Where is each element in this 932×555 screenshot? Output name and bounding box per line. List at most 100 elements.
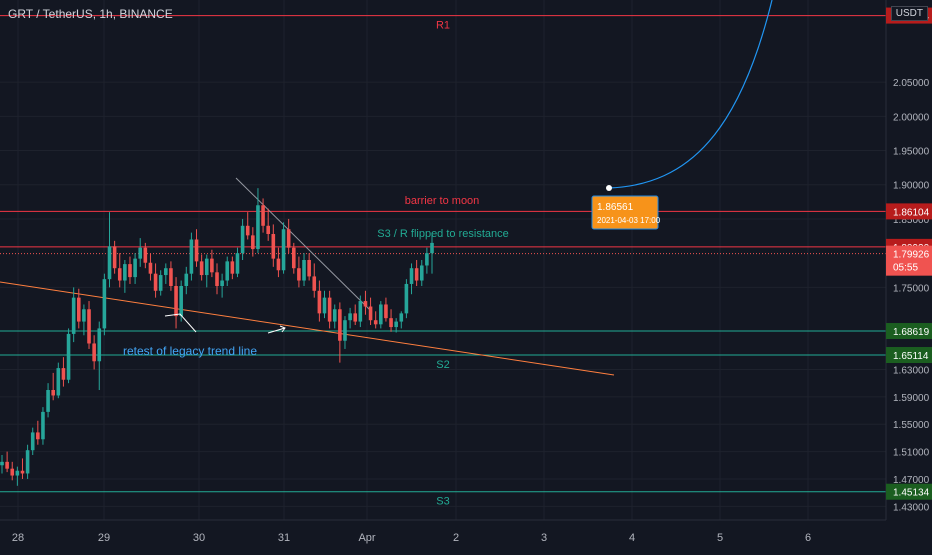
candle-body bbox=[430, 242, 434, 254]
candle-body bbox=[174, 286, 178, 317]
candle-body bbox=[61, 368, 66, 380]
candle-body bbox=[317, 290, 322, 314]
candle-body bbox=[286, 229, 291, 248]
candle-body bbox=[148, 262, 153, 274]
candle-body bbox=[348, 313, 352, 321]
candle-body bbox=[358, 301, 363, 322]
candle-body bbox=[25, 450, 30, 474]
x-tick-label: 29 bbox=[98, 532, 110, 544]
candle-body bbox=[117, 268, 122, 281]
y-tick-label: 1.43000 bbox=[893, 502, 930, 513]
candle-body bbox=[220, 280, 224, 286]
candle-body bbox=[419, 265, 424, 281]
candle-body bbox=[15, 470, 20, 476]
price-label-bg[interactable] bbox=[886, 245, 932, 276]
price-label: 1.68619 bbox=[893, 327, 930, 338]
candle-body bbox=[404, 283, 409, 314]
callout-box[interactable] bbox=[591, 195, 659, 230]
candle-body bbox=[394, 321, 398, 328]
candle-body bbox=[312, 276, 317, 291]
candle-body bbox=[164, 268, 168, 276]
candle-body bbox=[281, 229, 286, 271]
candle-body bbox=[128, 264, 132, 278]
x-tick-label: 28 bbox=[12, 532, 24, 544]
candle-body bbox=[210, 258, 214, 273]
candle-body bbox=[297, 268, 301, 281]
arrow-mark bbox=[164, 313, 197, 333]
callout-time: 2021-04-03 17:00 bbox=[597, 216, 661, 225]
candle-body bbox=[302, 260, 306, 281]
candle-body bbox=[384, 304, 388, 319]
candle-body bbox=[240, 225, 245, 254]
candle-body bbox=[291, 247, 296, 269]
candle-body bbox=[245, 225, 250, 236]
arrow-mark bbox=[267, 325, 286, 334]
y-tick-label: 1.51000 bbox=[893, 448, 930, 459]
legacy-trend-line[interactable] bbox=[0, 281, 615, 376]
price-label-time: 05:55 bbox=[893, 263, 918, 274]
candle-body bbox=[332, 309, 337, 322]
y-tick-label: 1.55000 bbox=[893, 420, 930, 431]
candle-body bbox=[194, 239, 199, 262]
candle-body bbox=[169, 268, 173, 286]
candle-body bbox=[230, 261, 235, 274]
y-tick-label: 1.59000 bbox=[893, 393, 930, 404]
y-tick-label: 1.85000 bbox=[893, 215, 930, 226]
candle-body bbox=[107, 246, 112, 280]
chart-title: GRT / TetherUS, 1h, BINANCE bbox=[8, 7, 173, 21]
y-tick-label: 1.95000 bbox=[893, 147, 930, 158]
candle-body bbox=[76, 297, 81, 322]
price-label-bg[interactable] bbox=[886, 347, 932, 364]
candle-body bbox=[373, 320, 378, 325]
candle-body bbox=[138, 247, 143, 259]
candle-body bbox=[199, 261, 204, 276]
candle-body bbox=[46, 390, 50, 412]
projection-curve[interactable] bbox=[608, 0, 773, 189]
price-label: 1.65114 bbox=[893, 351, 929, 362]
price-label-bg[interactable] bbox=[886, 323, 932, 340]
y-tick-label: 2.05000 bbox=[893, 78, 930, 89]
projection-anchor-point[interactable] bbox=[606, 185, 612, 191]
y-tick-label: 1.90000 bbox=[893, 181, 930, 192]
candle-body bbox=[271, 234, 276, 259]
candle-body bbox=[41, 411, 45, 440]
x-tick-label: 6 bbox=[805, 532, 811, 544]
candle-body bbox=[256, 205, 260, 250]
level-label: S3 bbox=[436, 496, 449, 508]
candle-body bbox=[112, 246, 117, 269]
candle-body bbox=[51, 390, 55, 396]
y-tick-label: 2.00000 bbox=[893, 112, 930, 123]
y-tick-label: 1.63000 bbox=[893, 365, 930, 376]
x-tick-label: 5 bbox=[717, 532, 723, 544]
candle-body bbox=[36, 432, 40, 440]
candle-body bbox=[56, 368, 61, 396]
price-label-bg[interactable] bbox=[886, 483, 932, 500]
candle-body bbox=[215, 272, 219, 286]
candle-body bbox=[153, 273, 158, 291]
candle-body bbox=[133, 258, 137, 278]
candle-body bbox=[235, 253, 240, 274]
level-label: R1 bbox=[436, 20, 450, 32]
price-label: 1.79926 bbox=[893, 250, 930, 261]
currency-badge[interactable]: USDT bbox=[890, 6, 928, 21]
candle-body bbox=[363, 301, 368, 307]
candle-body bbox=[71, 297, 76, 334]
candle-body bbox=[425, 253, 429, 266]
candle-body bbox=[353, 313, 358, 322]
candle-body bbox=[204, 258, 209, 276]
annotation-text: S3 / R flipped to resistance bbox=[377, 228, 508, 240]
price-label-bg[interactable] bbox=[886, 203, 932, 220]
level-label: S2 bbox=[436, 359, 449, 371]
candle-body bbox=[20, 470, 25, 474]
candle-body bbox=[414, 268, 419, 281]
candle-body bbox=[82, 309, 86, 322]
candle-body bbox=[276, 258, 281, 271]
candle-body bbox=[0, 461, 4, 466]
candle-body bbox=[261, 205, 265, 226]
y-tick-label: 1.47000 bbox=[893, 475, 930, 486]
x-tick-label: Apr bbox=[358, 532, 375, 544]
candle-body bbox=[123, 264, 127, 281]
candle-body bbox=[389, 318, 393, 328]
